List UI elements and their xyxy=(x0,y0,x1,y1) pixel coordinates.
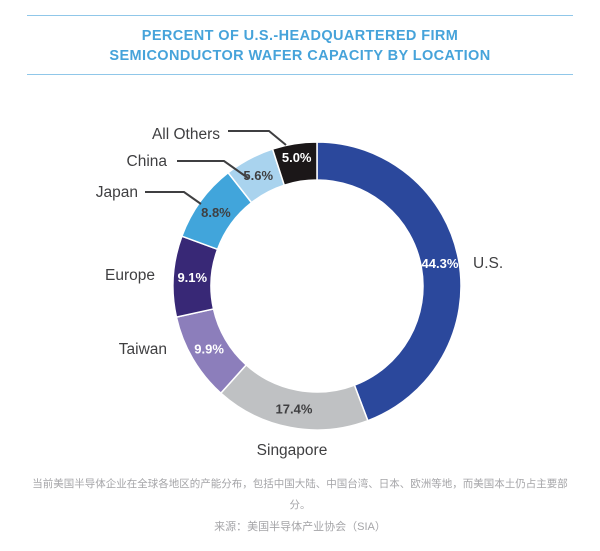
chart-title: PERCENT OF U.S.-HEADQUARTERED FIRM SEMIC… xyxy=(0,26,600,66)
name-label-europe: Europe xyxy=(105,267,155,284)
leader-line-japan xyxy=(145,191,202,205)
name-label-singapore: Singapore xyxy=(257,442,328,459)
leader-line-all-others xyxy=(228,130,287,146)
pct-label-europe: 9.1% xyxy=(177,270,207,285)
name-label-all-others: All Others xyxy=(152,126,220,143)
name-label-taiwan: Taiwan xyxy=(119,341,167,358)
name-label-u-s: U.S. xyxy=(473,255,503,272)
caption-line2: 分。 xyxy=(289,499,311,511)
chart-title-line2: SEMICONDUCTOR WAFER CAPACITY BY LOCATION xyxy=(109,48,491,64)
header-rule-top xyxy=(27,15,573,16)
pct-label-singapore: 17.4% xyxy=(276,401,313,416)
donut-chart: 44.3% U.S. 17.4% Singapore 9.9% Taiwan 9.1% Eur… xyxy=(96,126,503,459)
source-line: 来源：美国半导体产业协会（SIA） xyxy=(214,521,386,533)
chart-title-line1: PERCENT OF U.S.-HEADQUARTERED FIRM xyxy=(141,28,459,44)
pct-label-taiwan: 9.9% xyxy=(194,342,224,357)
pct-label-china: 5.6% xyxy=(243,168,273,183)
caption-line1: 当前美国半导体企业在全球各地区的产能分布，包括中国大陆、中国台湾、日本、欧洲等地… xyxy=(32,478,568,490)
header-rule-bottom xyxy=(27,74,573,75)
name-label-china: China xyxy=(127,153,168,170)
name-label-japan: Japan xyxy=(96,184,138,201)
segment-all-others xyxy=(271,141,318,187)
segment-singapore xyxy=(219,363,369,431)
segment-u-s xyxy=(316,141,462,422)
pct-label-all-others: 5.0% xyxy=(282,150,312,165)
leader-line-china xyxy=(177,160,249,179)
pct-label-u-s: 44.3% xyxy=(422,256,459,271)
pct-label-japan: 8.8% xyxy=(201,205,231,220)
